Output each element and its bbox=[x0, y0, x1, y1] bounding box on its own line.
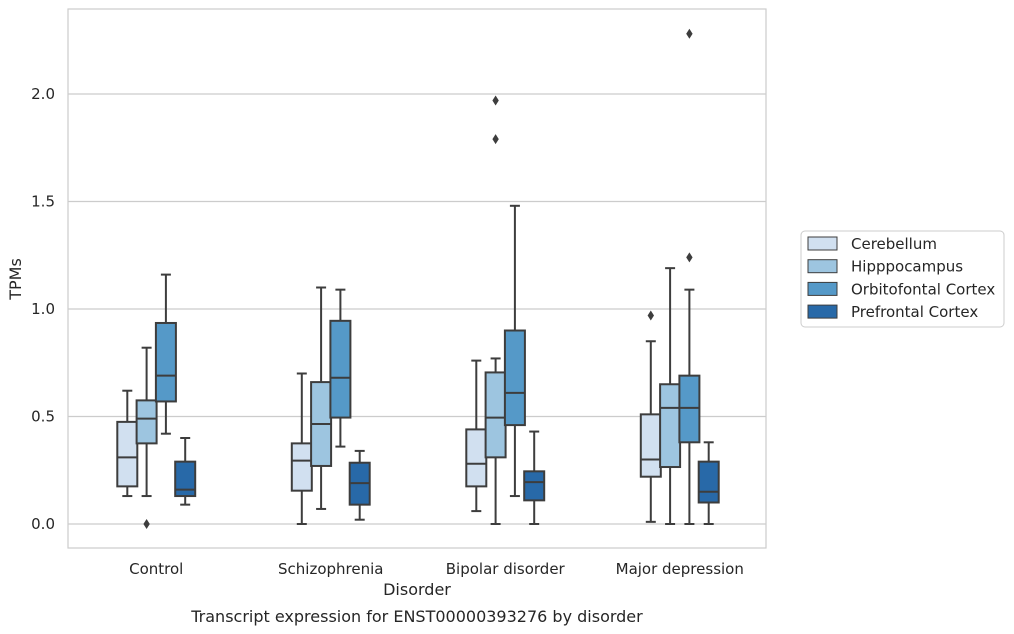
box-0-3 bbox=[174, 437, 197, 506]
legend-swatch bbox=[807, 259, 838, 274]
box-3-0 bbox=[639, 310, 662, 523]
y-tick-label: 0.0 bbox=[31, 515, 55, 533]
x-tick-labels: Control Schizophrenia Bipolar disorder Majo… bbox=[129, 560, 744, 578]
x-axis-label: Disorder bbox=[383, 580, 451, 599]
legend-label: Orbitofontal Cortex bbox=[851, 280, 995, 298]
legend-label: Prefrontal Cortex bbox=[851, 303, 978, 321]
legend-swatch bbox=[807, 304, 838, 319]
box-iqr bbox=[678, 374, 701, 444]
box-0-1 bbox=[135, 346, 158, 529]
box-iqr bbox=[697, 460, 720, 504]
box-3-3 bbox=[697, 441, 720, 525]
x-tick-label: Schizophrenia bbox=[278, 560, 383, 578]
outlier-point bbox=[686, 252, 693, 263]
box-2-3 bbox=[523, 430, 546, 525]
box-1-1 bbox=[310, 286, 333, 510]
outlier-point bbox=[647, 310, 654, 321]
legend: Cerebellum Hipppocampus Orbitofontal Corte… bbox=[800, 230, 1005, 328]
legend-frame bbox=[800, 230, 1005, 328]
box-plots bbox=[116, 28, 720, 529]
box-iqr bbox=[116, 420, 139, 488]
x-tick-label: Control bbox=[129, 560, 183, 578]
box-iqr bbox=[329, 319, 352, 419]
x-tick-label: Bipolar disorder bbox=[446, 560, 566, 578]
outlier-point bbox=[143, 519, 150, 529]
outlier-point bbox=[492, 134, 499, 145]
x-tick-label: Major depression bbox=[616, 560, 744, 578]
box-iqr bbox=[154, 321, 177, 403]
box-0-0 bbox=[116, 389, 139, 498]
chart-title: Transcript expression for ENST0000039327… bbox=[190, 607, 643, 626]
box-iqr bbox=[174, 460, 197, 498]
y-tick-label: 0.5 bbox=[31, 408, 55, 426]
box-iqr bbox=[484, 371, 507, 459]
legend-label: Hipppocampus bbox=[851, 258, 963, 276]
box-iqr bbox=[503, 329, 526, 427]
y-tick-labels: 0.0 0.5 1.0 1.5 2.0 bbox=[31, 85, 55, 533]
box-2-0 bbox=[465, 359, 488, 513]
box-iqr bbox=[465, 428, 488, 488]
box-3-1 bbox=[659, 267, 682, 525]
y-axis-label: TPMs bbox=[6, 258, 25, 301]
y-tick-label: 1.5 bbox=[31, 193, 55, 211]
box-iqr bbox=[659, 383, 682, 469]
box-1-0 bbox=[290, 372, 313, 525]
outlier-point bbox=[492, 95, 499, 106]
box-2-2 bbox=[503, 204, 526, 498]
box-1-3 bbox=[348, 449, 371, 521]
box-1-2 bbox=[329, 288, 352, 448]
box-iqr bbox=[523, 470, 546, 502]
box-0-2 bbox=[154, 273, 177, 435]
legend-swatch bbox=[807, 236, 838, 251]
box-2-1 bbox=[484, 95, 507, 525]
plot-frame bbox=[67, 8, 767, 549]
y-tick-label: 1.0 bbox=[31, 300, 55, 318]
outlier-point bbox=[686, 28, 693, 39]
box-iqr bbox=[135, 399, 158, 445]
legend-label: Cerebellum bbox=[851, 235, 937, 253]
box-iqr bbox=[290, 442, 313, 492]
y-tick-label: 2.0 bbox=[31, 85, 55, 103]
legend-swatch bbox=[807, 281, 838, 296]
box-3-2 bbox=[678, 28, 701, 525]
box-iqr bbox=[639, 413, 662, 478]
